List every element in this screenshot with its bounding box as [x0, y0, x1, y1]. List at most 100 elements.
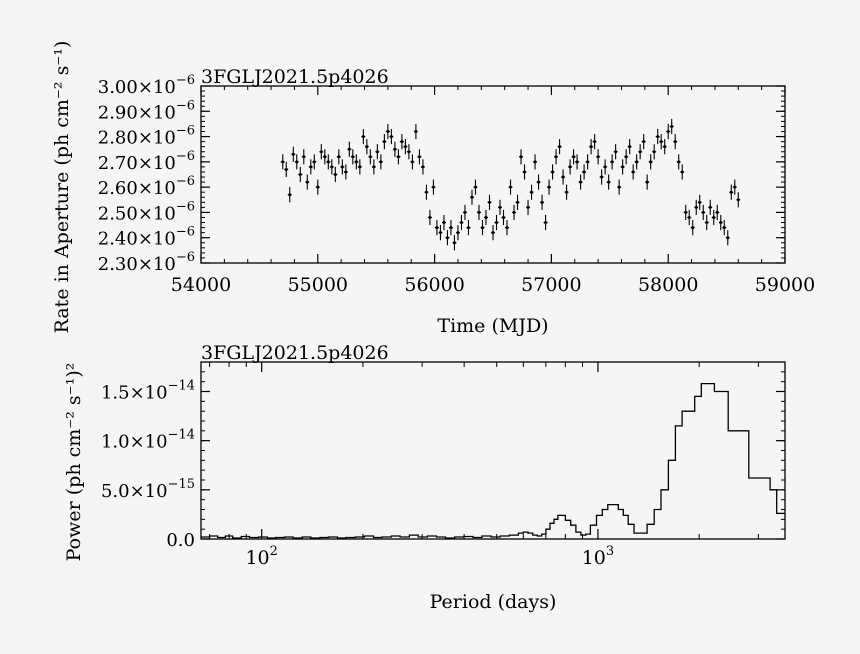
data-point [613, 144, 618, 160]
data-point [354, 154, 359, 170]
point-marker [347, 147, 351, 151]
y-tick-mantissa: 2.30×10 [98, 254, 176, 275]
point-marker [288, 193, 292, 197]
point-marker [642, 140, 646, 144]
data-point [347, 141, 352, 157]
data-point [284, 161, 289, 178]
y-tick-label: 2.90×10−6 [98, 98, 195, 123]
data-point [547, 179, 552, 195]
data-point [540, 194, 545, 210]
data-point [501, 209, 506, 226]
data-point [512, 204, 517, 221]
data-point [680, 164, 685, 180]
light-curve-x-ticks: 54000 55000 56000 57000 58000 59000 [171, 86, 815, 296]
y-tick-exponent: −6 [176, 149, 195, 164]
point-marker [645, 180, 649, 184]
data-point [487, 194, 492, 210]
data-point [655, 128, 660, 145]
point-marker [561, 175, 565, 179]
data-point [399, 134, 404, 150]
point-marker [593, 140, 597, 144]
point-marker [312, 160, 316, 164]
point-marker [400, 140, 404, 144]
data-point [329, 159, 334, 175]
point-marker [291, 152, 295, 156]
data-point [536, 174, 541, 190]
y-tick-exponent: −6 [176, 250, 195, 265]
data-point [410, 154, 415, 170]
data-point [494, 214, 499, 231]
point-marker [396, 155, 400, 159]
data-point [392, 141, 397, 157]
data-point [445, 230, 450, 246]
point-marker [431, 185, 435, 189]
point-marker [551, 170, 555, 174]
data-point [736, 192, 741, 208]
data-point [368, 149, 373, 165]
data-point [319, 144, 324, 160]
x-tick-exponent: 2 [270, 544, 278, 559]
point-marker [519, 155, 523, 159]
y-tick-mantissa: 0.0 [166, 530, 195, 551]
y-tick-mantissa: 2.90×10 [98, 102, 176, 123]
data-point [301, 149, 306, 165]
data-point [406, 144, 411, 160]
data-point [718, 214, 723, 231]
point-marker [445, 236, 449, 240]
data-point [483, 209, 488, 226]
y-tick-exponent: −6 [176, 73, 195, 88]
point-marker [379, 160, 383, 164]
point-marker [295, 160, 299, 164]
point-marker [316, 185, 320, 189]
point-marker [463, 210, 467, 214]
periodogram-frame [200, 361, 786, 540]
point-marker [484, 215, 488, 219]
point-marker [442, 221, 446, 225]
data-point [634, 154, 639, 170]
point-marker [596, 155, 600, 159]
point-marker [417, 155, 421, 159]
y-tick-exponent: −6 [176, 225, 195, 240]
point-marker [403, 145, 407, 149]
point-marker [638, 150, 642, 154]
point-marker [414, 130, 418, 134]
point-marker [372, 165, 376, 169]
point-marker [701, 210, 705, 214]
y-tick-label: 2.80×10−6 [98, 124, 195, 149]
y-tick-label: 0.0 [166, 530, 195, 551]
point-marker [382, 140, 386, 144]
point-marker [530, 190, 534, 194]
data-point [554, 149, 559, 165]
data-point [515, 194, 520, 210]
point-marker [502, 215, 506, 219]
periodogram-title: 3FGLJ2021.5p4026 [201, 342, 389, 364]
point-marker [491, 231, 495, 235]
point-marker [586, 160, 590, 164]
y-tick-mantissa: 2.80×10 [98, 128, 176, 149]
point-marker [386, 130, 390, 134]
data-point [361, 128, 366, 145]
data-point [357, 159, 362, 175]
point-marker [544, 221, 548, 225]
y-tick-exponent: −14 [168, 379, 195, 394]
point-marker [284, 167, 288, 171]
point-marker [305, 180, 309, 184]
data-point [389, 128, 394, 145]
periodogram-panel: 3FGLJ2021.5p4026 102 103 0.05.0×10−151.0×… [63, 342, 786, 613]
point-marker [309, 165, 313, 169]
data-point [336, 149, 341, 165]
data-point [589, 139, 594, 155]
x-tick-label: 59000 [755, 274, 815, 296]
data-point [673, 134, 678, 150]
data-point [462, 204, 467, 221]
point-marker [698, 200, 702, 204]
data-point [382, 134, 387, 150]
light-curve-frame [200, 85, 786, 264]
point-marker [523, 170, 527, 174]
x-tick-base: 10 [582, 547, 606, 569]
data-point [610, 154, 615, 170]
data-point [690, 220, 695, 236]
data-point [683, 204, 688, 221]
point-marker [705, 221, 709, 225]
